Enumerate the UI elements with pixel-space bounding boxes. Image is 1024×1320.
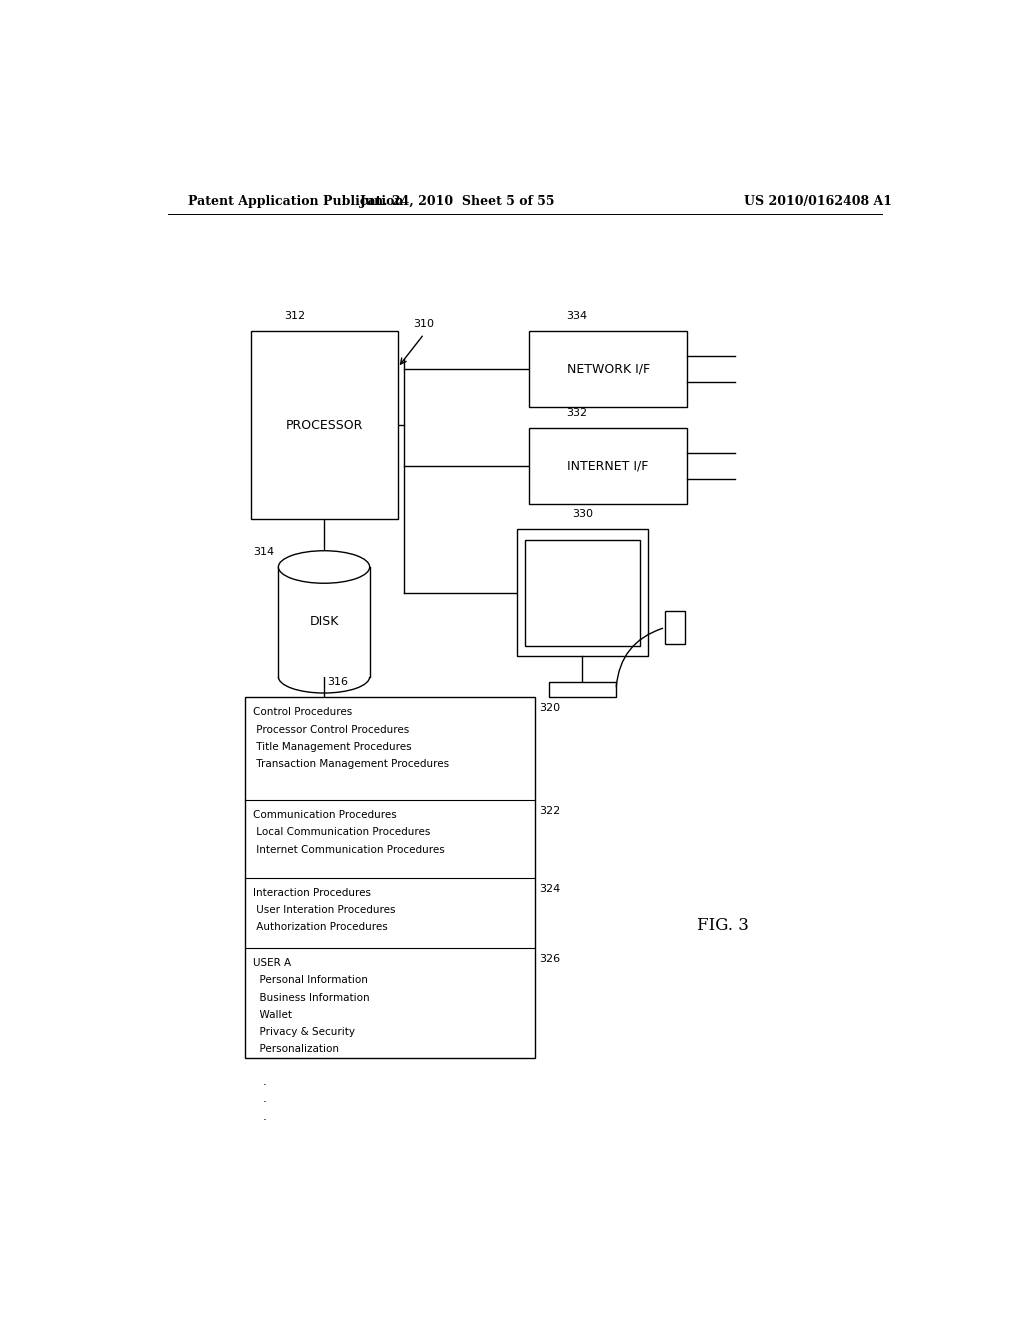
Text: 322: 322 <box>539 807 560 816</box>
Text: US 2010/0162408 A1: US 2010/0162408 A1 <box>744 194 893 207</box>
Text: Personal Information: Personal Information <box>253 975 369 985</box>
Text: 316: 316 <box>328 677 348 686</box>
Bar <box>251 331 397 519</box>
Text: ·: · <box>263 1096 267 1109</box>
Text: Control Procedures: Control Procedures <box>253 708 352 717</box>
Text: 324: 324 <box>539 883 560 894</box>
Bar <box>246 697 536 1057</box>
Text: 334: 334 <box>566 312 587 321</box>
Bar <box>528 331 687 408</box>
Text: 332: 332 <box>566 408 587 417</box>
Text: USER A: USER A <box>253 958 292 968</box>
Text: 312: 312 <box>285 312 305 321</box>
Text: Personalization: Personalization <box>253 1044 339 1055</box>
Text: Transaction Management Procedures: Transaction Management Procedures <box>253 759 450 770</box>
Text: 330: 330 <box>571 510 593 519</box>
Text: Processor Control Procedures: Processor Control Procedures <box>253 725 410 734</box>
Text: Wallet: Wallet <box>253 1010 293 1020</box>
Text: User Interation Procedures: User Interation Procedures <box>253 906 396 915</box>
Text: Title Management Procedures: Title Management Procedures <box>253 742 412 752</box>
Text: Interaction Procedures: Interaction Procedures <box>253 887 372 898</box>
Bar <box>517 529 648 656</box>
Text: 310: 310 <box>414 319 434 329</box>
Text: Patent Application Publication: Patent Application Publication <box>187 194 403 207</box>
Text: Local Communication Procedures: Local Communication Procedures <box>253 828 431 837</box>
Text: Internet Communication Procedures: Internet Communication Procedures <box>253 845 445 854</box>
Text: ·: · <box>263 1114 267 1126</box>
Ellipse shape <box>279 550 370 583</box>
Bar <box>524 540 640 647</box>
Text: 314: 314 <box>253 546 274 557</box>
Text: INTERNET I/F: INTERNET I/F <box>567 459 649 473</box>
Text: 326: 326 <box>539 954 560 964</box>
Text: 320: 320 <box>539 704 560 713</box>
Text: Communication Procedures: Communication Procedures <box>253 810 397 820</box>
Text: NETWORK I/F: NETWORK I/F <box>566 363 649 376</box>
Bar <box>528 428 687 504</box>
Bar <box>666 611 685 644</box>
Text: Jun. 24, 2010  Sheet 5 of 55: Jun. 24, 2010 Sheet 5 of 55 <box>359 194 555 207</box>
Text: Authorization Procedures: Authorization Procedures <box>253 923 388 932</box>
Bar <box>549 682 616 697</box>
Text: ·: · <box>263 1078 267 1092</box>
Text: Business Information: Business Information <box>253 993 370 1003</box>
Text: Privacy & Security: Privacy & Security <box>253 1027 355 1038</box>
Text: DISK: DISK <box>309 615 339 628</box>
Text: FIG. 3: FIG. 3 <box>697 917 750 935</box>
Bar <box>279 568 370 677</box>
Text: PROCESSOR: PROCESSOR <box>286 418 364 432</box>
